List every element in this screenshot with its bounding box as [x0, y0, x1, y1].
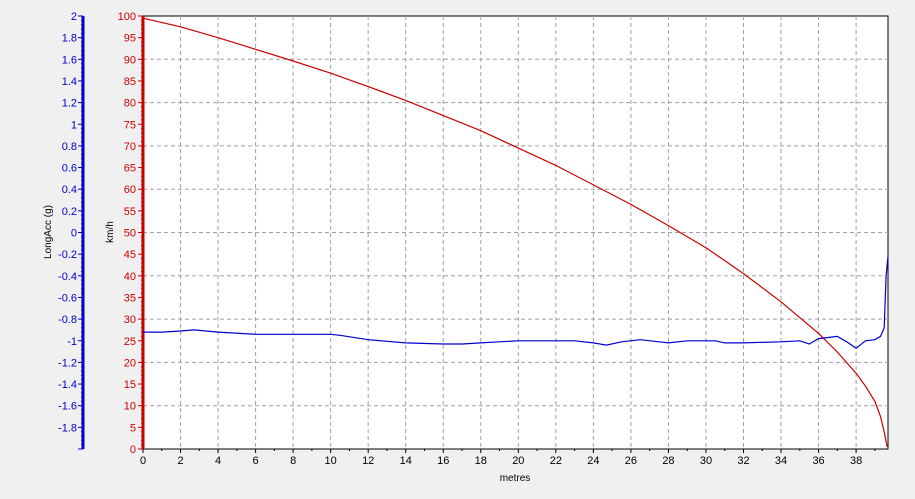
x-axis-title: metres [500, 473, 531, 484]
y-longacc-tick-label: 2 [71, 11, 77, 23]
x-tick-label: 34 [775, 455, 787, 467]
x-tick-label: 4 [215, 455, 221, 467]
x-tick-label: 14 [400, 455, 412, 467]
y-speed-tick-label: 15 [124, 379, 136, 391]
y-longacc-tick-label: -1.4 [58, 379, 77, 391]
y-longacc-tick-label: 1.2 [62, 98, 77, 110]
y-longacc-tick-label: 1.8 [62, 33, 77, 45]
y-speed-tick-label: 45 [124, 249, 136, 261]
y-speed-tick-label: 70 [124, 141, 136, 153]
x-tick-label: 0 [140, 455, 146, 467]
x-tick-label: 8 [290, 455, 296, 467]
y-speed-tick-label: 95 [124, 33, 136, 45]
series-layer [142, 17, 889, 447]
x-axis: 0 2 4 6 8 10 12 14 16 18 20 22 24 26 28 30 32 34 36 38 [140, 449, 876, 467]
y-speed-tick-label: 0 [130, 444, 136, 456]
x-tick-label: 20 [512, 455, 524, 467]
x-tick-label: 22 [550, 455, 562, 467]
y-longacc-tick-label: -0.2 [58, 249, 77, 261]
y-longacc-tick-label: -1 [67, 336, 77, 348]
y-longacc-tick-label: -1.8 [58, 422, 77, 434]
y-longacc-tick-label: 1 [71, 119, 77, 131]
y-longacc-tick-label: 0.8 [62, 141, 77, 153]
x-tick-label: 26 [625, 455, 637, 467]
grid [143, 16, 888, 449]
y-longacc-tick-label: 1.4 [62, 76, 77, 88]
y-longacc-tick-label: -0.4 [58, 271, 77, 283]
y-longacc-tick-label: 1.6 [62, 54, 77, 66]
x-tick-label: 28 [662, 455, 674, 467]
y-longacc-tick-label: 0.6 [62, 163, 77, 175]
y-speed-tick-label: 40 [124, 271, 136, 283]
y-speed-tick-label: 80 [124, 98, 136, 110]
y-longacc-tick-label: -1.2 [58, 357, 77, 369]
y-axis-longacc-title: LongAcc (g) [43, 205, 54, 259]
x-tick-label: 30 [700, 455, 712, 467]
y-speed-tick-label: 10 [124, 401, 136, 413]
x-tick-label: 18 [475, 455, 487, 467]
x-tick-label: 12 [362, 455, 374, 467]
x-tick-label: 38 [850, 455, 862, 467]
y-longacc-tick-label: -0.8 [58, 314, 77, 326]
x-tick-label: 24 [587, 455, 599, 467]
y-speed-tick-label: 90 [124, 54, 136, 66]
y-speed-tick-label: 25 [124, 336, 136, 348]
y-longacc-tick-label: 0.2 [62, 206, 77, 218]
x-tick-label: 32 [737, 455, 749, 467]
y-speed-tick-label: 60 [124, 184, 136, 196]
y-longacc-tick-label: -0.6 [58, 292, 77, 304]
y-speed-tick-label: 5 [130, 422, 136, 434]
y-speed-tick-label: 85 [124, 76, 136, 88]
y-speed-tick-label: 20 [124, 357, 136, 369]
y-axis-speed: 1009590858075706560555045403530252015105… [118, 11, 145, 456]
y-speed-tick-label: 50 [124, 228, 136, 240]
series-line-speed [142, 17, 888, 447]
y-speed-tick-label: 65 [124, 163, 136, 175]
y-axis-longacc: 2 1.8 1.6 1.4 1.2 1 0.8 0.6 0.4 0.2 0 -0.2 -0.4 -0.6 -… [58, 11, 85, 450]
y-longacc-tick-label: -1.6 [58, 401, 77, 413]
y-longacc-tick-label: 0.4 [62, 184, 77, 196]
x-tick-label: 16 [437, 455, 449, 467]
y-speed-tick-label: 35 [124, 292, 136, 304]
y-speed-tick-label: 100 [118, 11, 136, 23]
x-tick-label: 2 [177, 455, 183, 467]
y-speed-tick-label: 55 [124, 206, 136, 218]
y-axis-speed-title: km/h [105, 221, 116, 243]
x-tick-label: 10 [325, 455, 337, 467]
y-speed-tick-label: 30 [124, 314, 136, 326]
x-tick-label: 6 [253, 455, 259, 467]
x-tick-label: 36 [812, 455, 824, 467]
series-line-longacc [143, 256, 889, 350]
y-longacc-tick-label: 0 [71, 228, 77, 240]
y-speed-tick-label: 75 [124, 119, 136, 131]
